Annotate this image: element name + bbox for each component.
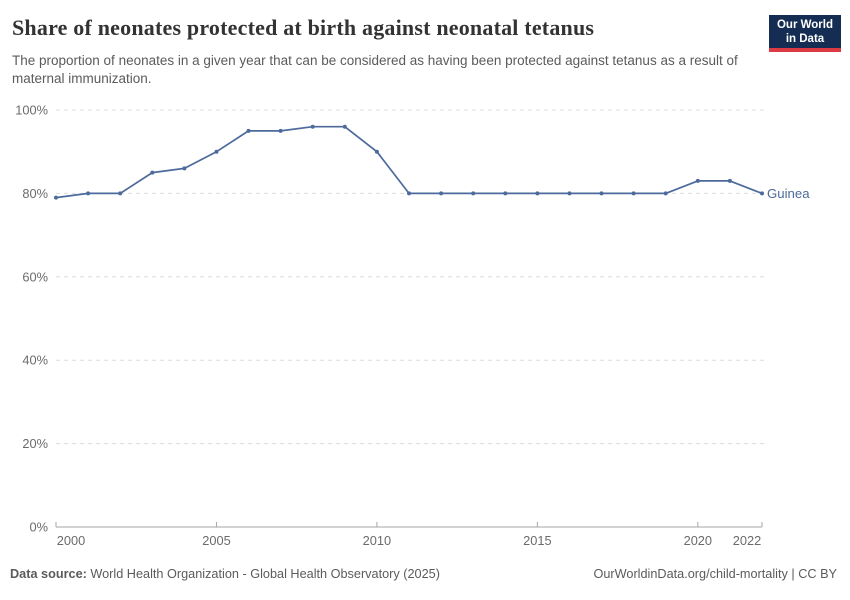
data-point bbox=[182, 166, 187, 171]
data-point bbox=[310, 124, 315, 129]
data-point bbox=[86, 191, 91, 196]
data-point bbox=[439, 191, 444, 196]
data-point bbox=[695, 178, 700, 183]
y-tick-label: 40% bbox=[22, 353, 48, 368]
data-point bbox=[150, 170, 155, 175]
data-point bbox=[471, 191, 476, 196]
data-point bbox=[727, 178, 732, 183]
data-point bbox=[54, 195, 58, 200]
data-source-note: Data source: World Health Organization -… bbox=[10, 567, 440, 581]
data-point bbox=[278, 128, 283, 133]
data-source-text: World Health Organization - Global Healt… bbox=[86, 567, 440, 581]
data-point bbox=[407, 191, 411, 196]
data-point bbox=[567, 191, 572, 196]
entity-label: Guinea bbox=[767, 186, 810, 201]
data-point bbox=[118, 191, 123, 196]
owid-logo-stripe bbox=[769, 48, 841, 52]
x-tick-label: 2020 bbox=[684, 533, 712, 548]
data-point bbox=[246, 128, 251, 133]
owid-logo-line2: in Data bbox=[785, 32, 825, 45]
data-point bbox=[631, 191, 636, 196]
y-tick-label: 100% bbox=[15, 103, 48, 118]
chart-footer: Data source: World Health Organization -… bbox=[10, 567, 837, 581]
x-tick-label: 2005 bbox=[202, 533, 230, 548]
chart-subtitle: The proportion of neonates in a given ye… bbox=[12, 53, 738, 86]
data-point bbox=[214, 149, 219, 154]
y-tick-label: 0% bbox=[30, 520, 49, 535]
x-tick-label: 2022 bbox=[733, 533, 761, 548]
x-tick-label: 2010 bbox=[363, 533, 391, 548]
chart-title: Share of neonates protected at birth aga… bbox=[12, 15, 595, 40]
owid-logo-line1: Our World bbox=[776, 18, 833, 31]
data-point bbox=[503, 191, 508, 196]
x-tick-label: 2015 bbox=[523, 533, 551, 548]
footer-license-link[interactable]: OurWorldinData.org/child-mortality | CC … bbox=[593, 567, 838, 581]
y-tick-label: 60% bbox=[22, 269, 48, 284]
data-point bbox=[599, 191, 604, 196]
data-point bbox=[535, 191, 540, 196]
x-tick-label: 2000 bbox=[57, 533, 85, 548]
data-point bbox=[342, 124, 347, 129]
owid-logo[interactable]: Our World in Data bbox=[769, 15, 841, 52]
series-line bbox=[55, 125, 763, 199]
data-point bbox=[663, 191, 668, 196]
data-source-label: Data source: bbox=[10, 567, 87, 581]
data-point bbox=[760, 191, 764, 196]
y-tick-label: 20% bbox=[22, 436, 48, 451]
y-tick-label: 80% bbox=[22, 186, 48, 201]
data-point bbox=[374, 149, 379, 154]
